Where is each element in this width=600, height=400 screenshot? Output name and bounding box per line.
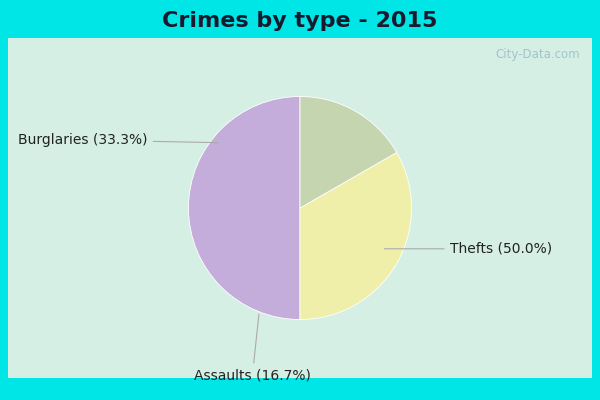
Text: Crimes by type - 2015: Crimes by type - 2015 — [163, 11, 437, 31]
Text: Assaults (16.7%): Assaults (16.7%) — [194, 314, 311, 382]
Text: Thefts (50.0%): Thefts (50.0%) — [385, 242, 552, 256]
Wedge shape — [300, 152, 412, 320]
Text: Burglaries (33.3%): Burglaries (33.3%) — [18, 133, 218, 147]
Wedge shape — [300, 96, 397, 208]
Text: City-Data.com: City-Data.com — [496, 48, 580, 61]
Wedge shape — [188, 96, 300, 320]
